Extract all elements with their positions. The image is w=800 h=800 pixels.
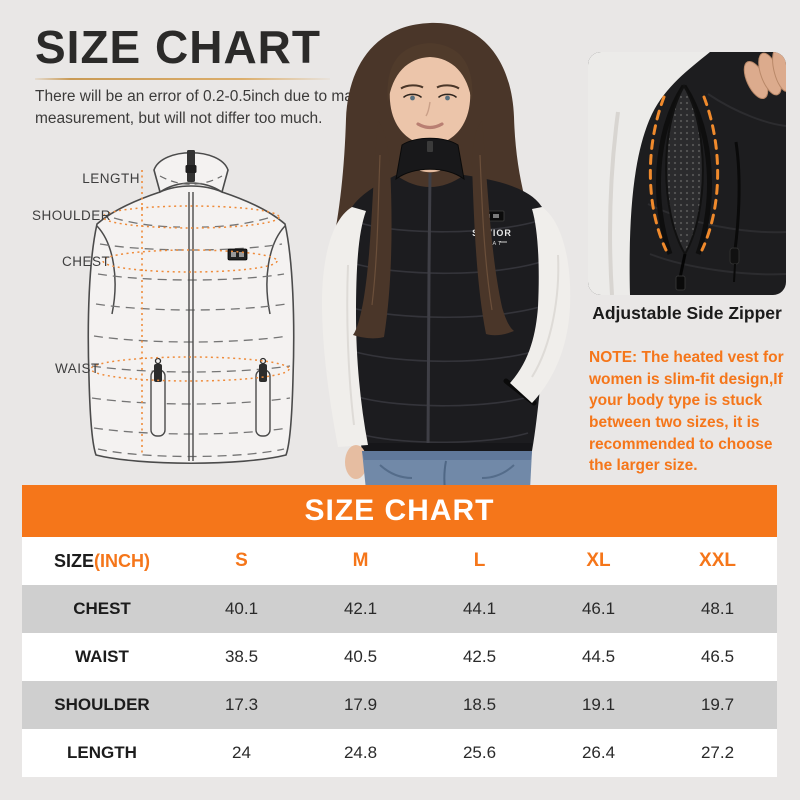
side-zipper-photo: [588, 52, 786, 295]
cell-value: 24.8: [343, 743, 378, 762]
vest-measurement-diagram: LENGTH SHOULDER CHEST WAIST: [32, 150, 295, 465]
waist-label: WAIST: [55, 361, 100, 376]
photo-drawstring: [729, 141, 741, 283]
col-header-l: L: [473, 550, 486, 571]
vest-pockets: [150, 357, 271, 437]
model-vest: [344, 137, 550, 451]
vest-logo-text: SAVIOR: [472, 228, 512, 238]
row-label: LENGTH: [67, 743, 137, 762]
table-row-length: LENGTH 24 24.8 25.6 26.4 27.2: [22, 729, 777, 777]
col-header-m: M: [352, 550, 369, 571]
fit-note: NOTE: The heated vest for women is slim-…: [589, 349, 784, 475]
cell-value: 18.5: [462, 695, 497, 714]
cell-value: 46.1: [581, 599, 616, 618]
cell-value: 25.6: [462, 743, 497, 762]
title-underline: [35, 78, 330, 80]
model-photo-illustration: SAVIOR HEAT: [322, 22, 571, 490]
size-label: SIZE: [53, 550, 94, 571]
cell-value: 38.5: [224, 647, 259, 666]
side-zipper-photo-art: [588, 52, 786, 295]
col-header-s: S: [235, 550, 248, 571]
col-header-xxl: XXL: [699, 550, 736, 571]
photo-fingers: [743, 52, 786, 100]
vest-zipper: [185, 150, 197, 461]
photo-flap-edge-right: [681, 84, 712, 255]
photo-flap-edge-left: [656, 84, 687, 255]
table-row-chest: CHEST 40.1 42.1 44.1 46.1 48.1: [22, 585, 777, 633]
cell-value: 17.3: [224, 695, 259, 714]
cell-value: 44.1: [462, 599, 497, 618]
cell-value: 40.1: [224, 599, 259, 618]
size-unit-header: SIZE (INCH): [22, 537, 182, 585]
cell-value: 44.5: [581, 647, 616, 666]
vest-quilt-lines: [91, 217, 291, 458]
row-label: WAIST: [75, 647, 129, 666]
page-title: SIZE CHART: [35, 21, 321, 73]
size-table-title: SIZE CHART: [22, 485, 777, 537]
cell-value: 42.1: [343, 599, 378, 618]
photo-zipper-guides: [648, 95, 720, 252]
size-table: SIZE CHART SIZE (INCH) S M L XL XXL CHEST…: [22, 485, 777, 777]
shoulder-label: SHOULDER: [32, 208, 111, 223]
measurement-guides: [90, 170, 290, 456]
photo-zipper-pull: [675, 253, 687, 291]
cell-value: 19.1: [581, 695, 616, 714]
size-unit: (INCH): [94, 550, 150, 571]
col-header-xl: XL: [586, 550, 611, 571]
table-row-waist: WAIST 38.5 40.5 42.5 44.5 46.5: [22, 633, 777, 681]
measurement-tolerance-note: There will be an error of 0.2-0.5inch du…: [35, 88, 382, 128]
cell-value: 27.2: [700, 743, 735, 762]
length-label: LENGTH: [82, 171, 140, 186]
model-hair-front: [353, 121, 514, 339]
model-jeans: [362, 451, 532, 490]
measurement-labels: LENGTH SHOULDER CHEST WAIST: [32, 171, 140, 376]
cell-value: 40.5: [343, 647, 378, 666]
table-row-shoulder: SHOULDER 17.3 17.9 18.5 19.1 19.7: [22, 681, 777, 729]
cell-value: 46.5: [700, 647, 735, 666]
cell-value: 42.5: [462, 647, 497, 666]
cell-value: 48.1: [700, 599, 735, 618]
chest-label: CHEST: [62, 254, 110, 269]
row-label: CHEST: [73, 599, 131, 618]
model-sleeves: [322, 207, 571, 479]
cell-value: 26.4: [581, 743, 616, 762]
row-label: SHOULDER: [54, 695, 150, 714]
cell-value: 19.7: [700, 695, 735, 714]
side-zipper-caption: Adjustable Side Zipper: [592, 303, 782, 323]
cell-value: 17.9: [343, 695, 378, 714]
cell-value: 24: [232, 743, 251, 762]
size-table-header-row: SIZE (INCH) S M L XL XXL: [22, 537, 777, 585]
